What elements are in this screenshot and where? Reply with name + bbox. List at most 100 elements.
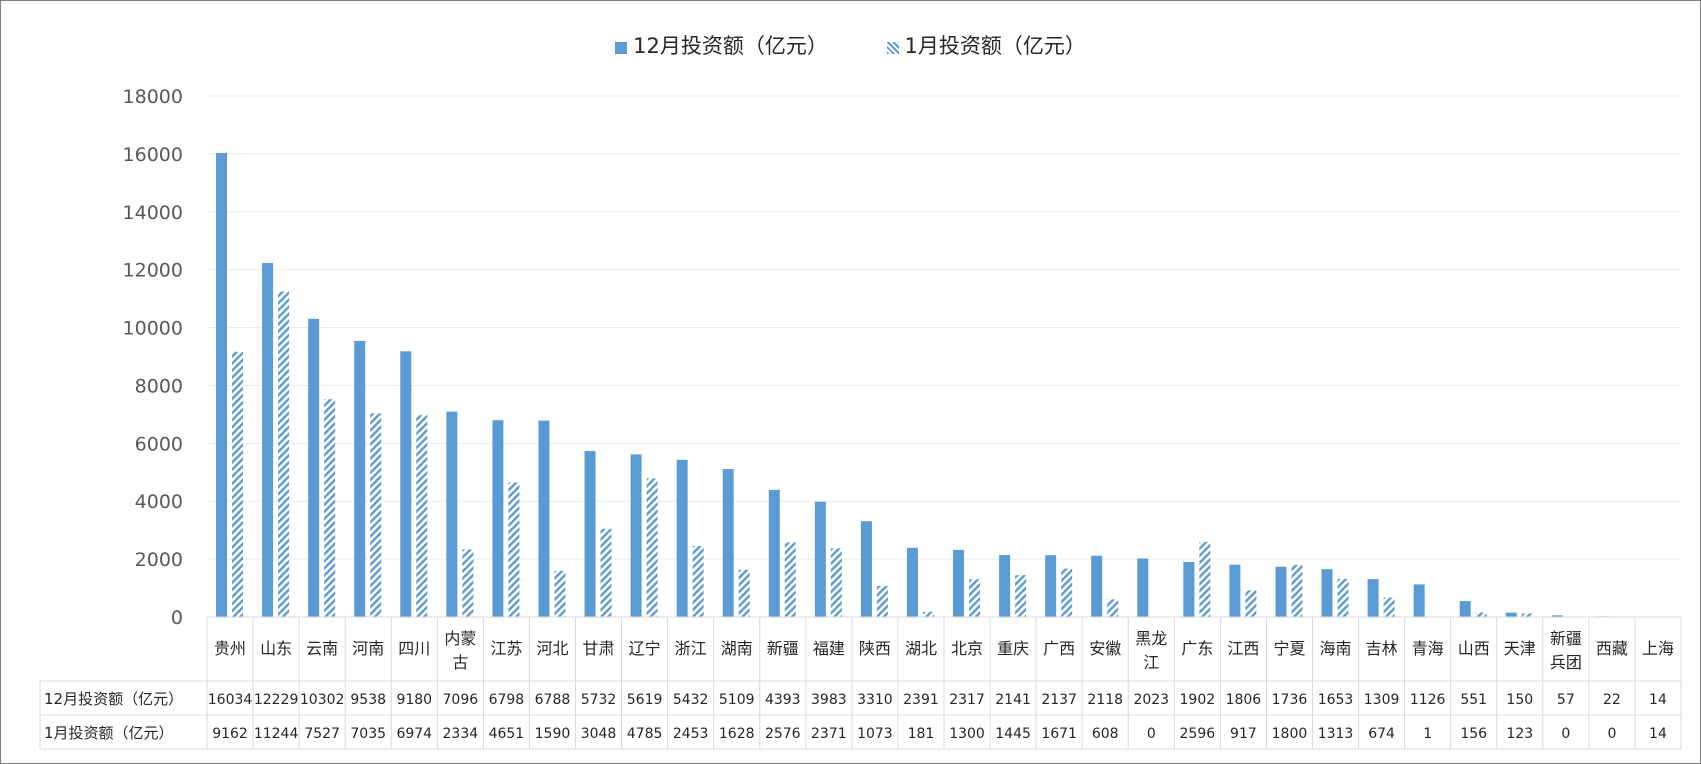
category-label: 上海 [1642,639,1674,658]
bar-jan [1061,568,1073,617]
y-tick-label: 14000 [123,202,183,224]
data-cell: 150 [1506,692,1533,708]
category-label: 重庆 [997,639,1029,658]
bar-jan [416,415,428,617]
data-cell: 3310 [857,692,893,708]
bar-dec [1045,555,1057,617]
category-label: 北京 [951,639,983,658]
category-label: 山东 [260,639,292,658]
bar-jan [1291,564,1303,617]
bar-dec [814,501,826,617]
category-label: 河北 [536,639,568,658]
category-label: 江苏 [490,639,522,658]
bar-dec [262,263,274,617]
bar-jan [1015,575,1027,617]
bar-jan [692,545,704,617]
data-cell: 1073 [857,726,893,742]
category-label: 辽宁 [629,639,661,658]
category-label: 浙江 [675,639,707,658]
bar-jan [784,542,796,617]
data-cell: 551 [1460,692,1487,708]
bar-dec [1229,564,1241,617]
category-label: 古 [452,653,468,672]
data-cell: 14 [1649,692,1667,708]
bar-dec [1183,561,1195,617]
data-cell: 0 [1561,726,1570,742]
bar-dec [1137,558,1149,617]
bar-jan [969,579,981,617]
bar-dec [400,351,412,617]
legend: 12月投资额（亿元） 1月投资额（亿元） [0,30,1701,60]
data-cell: 2334 [443,726,479,742]
data-cell: 5619 [627,692,663,708]
bar-dec [953,549,965,617]
bar-jan [1245,590,1257,617]
y-axis: 0 2000 4000 6000 8000 10000 12000 14000 16000 180… [123,86,183,629]
bar-jan [600,528,612,617]
data-cell: 2137 [1041,692,1077,708]
data-cell: 9180 [396,692,432,708]
bar-dec [216,152,228,617]
legend-item-dec: 12月投资额（亿元） [615,30,828,60]
data-cell: 10302 [300,692,345,708]
data-cell: 22 [1603,692,1621,708]
legend-label-dec: 12月投资额（亿元） [633,34,828,58]
y-tick-label: 12000 [123,260,183,282]
category-label: 青海 [1412,639,1444,658]
data-cell: 57 [1557,692,1575,708]
data-cell: 123 [1506,726,1533,742]
category-label: 内蒙 [444,629,476,648]
data-cell: 2576 [765,726,801,742]
bar-dec [1505,612,1517,617]
bar-dec [354,340,366,617]
y-tick-label: 8000 [135,375,183,397]
bar-dec [630,454,642,617]
category-label: 河南 [352,639,384,658]
category-label: 新疆 [767,639,799,658]
data-cell: 4785 [627,726,663,742]
category-label: 海南 [1320,639,1352,658]
category-label: 兵团 [1550,653,1582,672]
category-label: 西藏 [1596,639,1628,658]
data-cell: 16034 [208,692,253,708]
data-cell: 6974 [396,726,432,742]
bars [216,152,1671,617]
data-cell: 2023 [1133,692,1169,708]
bar-dec [860,521,872,617]
data-cell: 11244 [254,726,299,742]
bar-jan [922,611,934,617]
data-cell: 2453 [673,726,709,742]
y-tick-label: 2000 [135,549,183,571]
legend-label-jan: 1月投资额（亿元） [904,34,1086,58]
category-label: 吉林 [1366,639,1398,658]
category-label: 陕西 [859,639,891,658]
data-cell: 12229 [254,692,299,708]
data-cell: 1671 [1041,726,1077,742]
legend-swatch-hatched [886,42,899,54]
legend-item-jan: 1月投资额（亿元） [886,30,1086,60]
bar-dec [1321,569,1333,617]
data-cell: 156 [1460,726,1487,742]
bar-jan [738,569,750,617]
row-header: 1月投资额（亿元） [44,724,174,742]
data-cell: 7096 [443,692,479,708]
bar-dec [768,489,780,617]
y-tick-label: 16000 [123,144,183,166]
data-cell: 0 [1607,726,1616,742]
bar-dec [308,318,320,617]
category-label: 新疆 [1550,629,1582,648]
category-label: 湖南 [721,639,753,658]
data-cell: 3048 [581,726,617,742]
data-cell: 674 [1368,726,1395,742]
bar-dec [999,555,1011,617]
category-label: 云南 [306,639,338,658]
category-label: 江西 [1227,639,1259,658]
category-label: 天津 [1504,639,1536,658]
bar-jan [1383,597,1395,617]
bar-jan [1475,612,1487,617]
bar-dec [584,451,596,617]
bar-dec [492,420,504,617]
data-cell: 1902 [1180,692,1216,708]
data-cell: 7035 [350,726,386,742]
data-cell: 1300 [949,726,985,742]
